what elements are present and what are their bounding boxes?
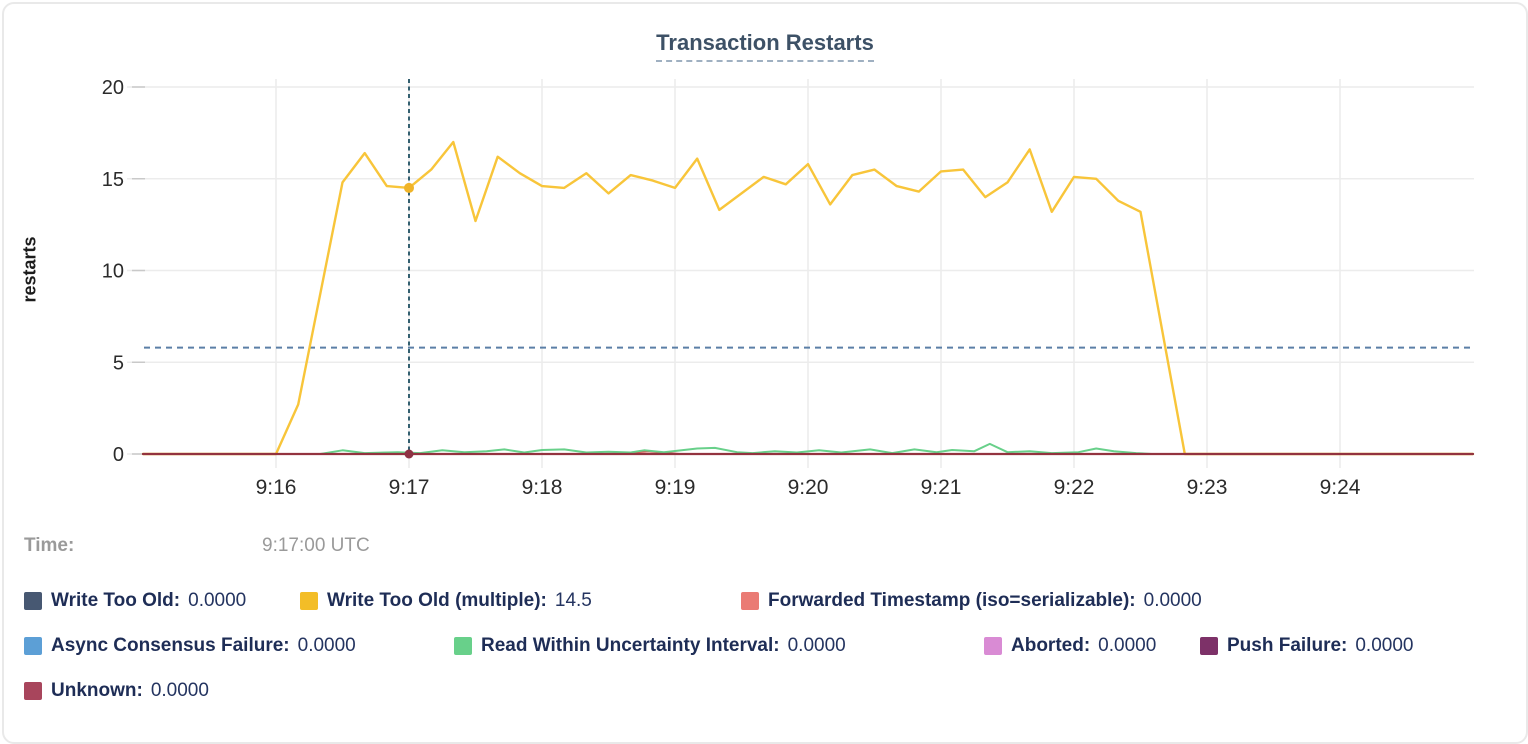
x-tick-label: 9:23 — [1187, 476, 1228, 499]
legend-swatch — [24, 637, 42, 655]
chart-title-text[interactable]: Transaction Restarts — [656, 30, 874, 62]
legend-swatch — [1200, 637, 1218, 655]
y-tick-label: 5 — [113, 352, 124, 374]
legend-label: Read Within Uncertainty Interval: — [481, 635, 780, 656]
legend-label: Push Failure: — [1227, 635, 1348, 656]
legend-row-1: Write Too Old: 0.0000 Write Too Old (multi… — [24, 590, 1202, 612]
legend-value: 14.5 — [554, 590, 592, 611]
chart-canvas[interactable]: 0 5 10 15 20 9:16 9:17 9:18 9:19 9:20 9:21 9:22 9:23… — [4, 4, 1526, 514]
legend-value: 0.0000 — [150, 680, 209, 701]
legend-row-3: Unknown: 0.0000 — [24, 680, 209, 702]
tooltip-time-row: Time: 9:17:00 UTC — [24, 535, 370, 557]
legend-swatch — [984, 637, 1002, 655]
x-tick-label: 9:17 — [389, 476, 430, 499]
legend-item: Push Failure: 0.0000 — [1200, 635, 1413, 657]
hover-point — [404, 182, 414, 193]
x-tick-label: 9:24 — [1320, 476, 1361, 499]
legend-value: 0.0000 — [1143, 590, 1202, 611]
legend-value: 0.0000 — [1355, 635, 1414, 656]
legend-label: Forwarded Timestamp (iso=serializable): — [768, 590, 1136, 611]
legend-item: Aborted: 0.0000 — [984, 635, 1200, 657]
x-tick-label: 9:16 — [256, 476, 297, 499]
series-line — [141, 140, 1475, 456]
legend-swatch — [454, 637, 472, 655]
x-tick-label: 9:18 — [522, 476, 563, 499]
legend-swatch — [24, 592, 42, 610]
legend-item: Forwarded Timestamp (iso=serializable): 0… — [741, 590, 1202, 612]
legend-label: Unknown: — [51, 680, 143, 701]
legend-row-2: Async Consensus Failure: 0.0000 Read Withi… — [24, 635, 1413, 657]
y-tick-label: 15 — [102, 169, 124, 191]
y-tick-label: 10 — [102, 261, 124, 283]
legend-item: Async Consensus Failure: 0.0000 — [24, 635, 454, 657]
legend-label: Write Too Old: — [51, 590, 181, 611]
legend-label: Write Too Old (multiple): — [327, 590, 547, 611]
legend-item: Read Within Uncertainty Interval: 0.0000 — [454, 635, 984, 657]
legend-swatch — [300, 592, 318, 610]
legend-value: 0.0000 — [787, 635, 846, 656]
y-tick-label: 0 — [113, 444, 124, 466]
legend-swatch — [741, 592, 759, 610]
legend-swatch — [24, 682, 42, 700]
legend-label: Async Consensus Failure: — [51, 635, 290, 656]
legend-item: Write Too Old (multiple): 14.5 — [300, 590, 741, 612]
x-tick-label: 9:20 — [788, 476, 829, 499]
legend-item: Write Too Old: 0.0000 — [24, 590, 300, 612]
legend-label: Aborted: — [1011, 635, 1091, 656]
series-line — [142, 442, 1474, 455]
legend-item: Unknown: 0.0000 — [24, 680, 209, 702]
legend-value: 0.0000 — [188, 590, 247, 611]
chart-title: Transaction Restarts — [4, 30, 1526, 62]
hover-point — [404, 449, 414, 459]
y-tick-label: 20 — [102, 77, 124, 99]
x-tick-label: 9:19 — [655, 476, 696, 499]
time-value: 9:17:00 UTC — [262, 535, 370, 556]
legend-value: 0.0000 — [297, 635, 356, 656]
x-tick-label: 9:21 — [921, 476, 962, 499]
time-label: Time: — [24, 535, 75, 556]
x-tick-label: 9:22 — [1054, 476, 1095, 499]
legend-value: 0.0000 — [1098, 635, 1157, 656]
